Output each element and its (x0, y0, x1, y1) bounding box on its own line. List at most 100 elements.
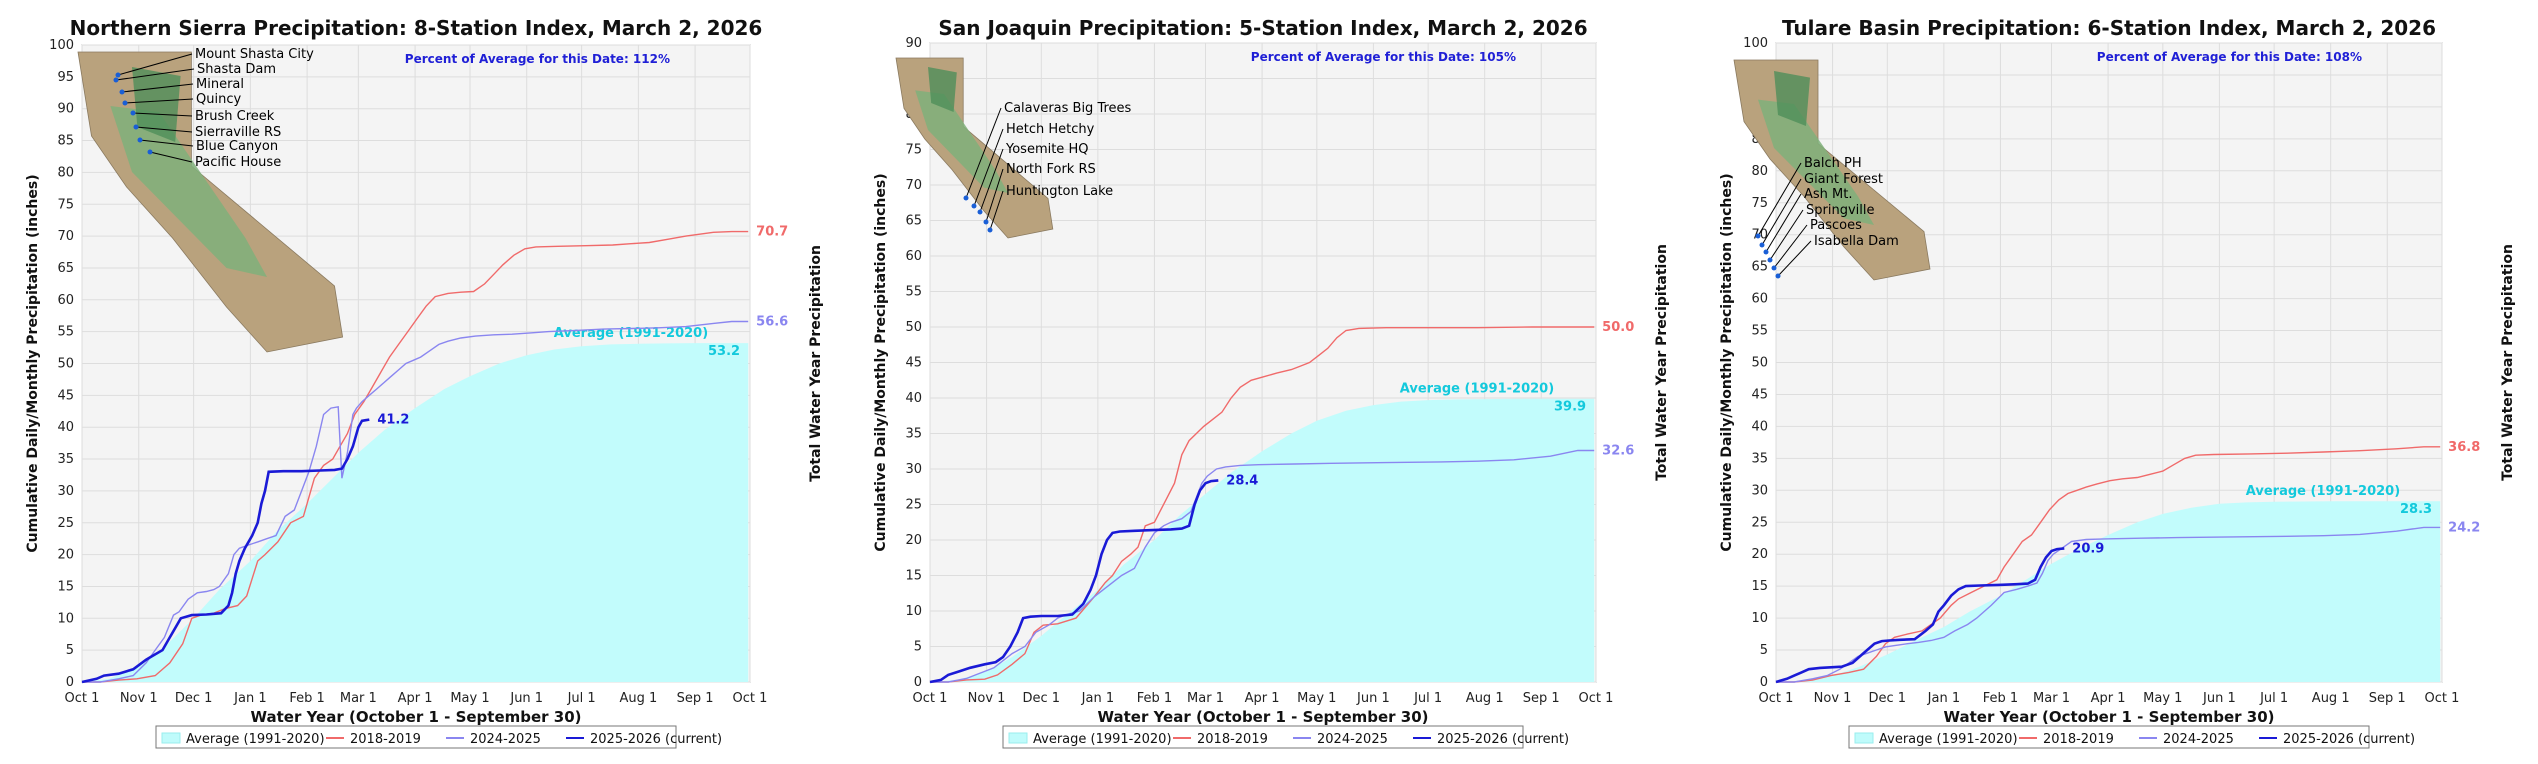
x-tick-label: Apr 1 (2091, 691, 2126, 706)
x-tick-label: Oct 1 (1579, 691, 1614, 706)
y-tick-label: 20 (57, 548, 74, 563)
right-axis-label: Total Water Year Precipitation (1654, 244, 1670, 481)
y-tick-label: 15 (57, 579, 74, 594)
station-marker (1775, 273, 1781, 279)
station-label: Shasta Dam (197, 62, 276, 77)
station-label: Ash Mt. (1804, 187, 1852, 202)
california-map-inset (895, 57, 1054, 239)
y-tick-label: 80 (1751, 164, 1768, 179)
x-tick-label: Oct 1 (2425, 691, 2460, 706)
x-tick-label: Oct 1 (1759, 691, 1794, 706)
legend-label-wy2019: 2018-2019 (2043, 732, 2114, 747)
average-series-label: Average (1991-2020) (2246, 484, 2400, 499)
series-line-wy2025 (930, 449, 1595, 683)
series-area-average (1776, 501, 2441, 682)
x-tick-label: Jun 1 (2202, 691, 2236, 706)
x-tick-label: Dec 1 (175, 691, 213, 706)
y-tick-label: 30 (1751, 483, 1768, 498)
y-tick-label: 0 (66, 675, 74, 690)
station-marker (987, 227, 993, 233)
y-tick-label: 80 (57, 165, 74, 180)
y-tick-label: 25 (905, 498, 922, 513)
x-tick-label: May 1 (2143, 691, 2182, 706)
y-tick-label: 85 (57, 134, 74, 149)
end-value-label-wy2026: 28.4 (1226, 473, 1258, 488)
y-tick-label: 45 (905, 356, 922, 371)
series-area-average (930, 398, 1595, 682)
y-tick-label: 10 (57, 611, 74, 626)
station-marker (137, 137, 143, 143)
station-label: Mineral (196, 77, 244, 92)
central-valley-shape (110, 106, 268, 277)
series-line-wy2026 (81, 418, 370, 684)
northern-forest-shape (132, 67, 181, 142)
y-tick-label: 5 (66, 643, 74, 658)
station-leader-line (115, 68, 195, 81)
x-tick-label: Oct 1 (913, 691, 948, 706)
end-value-label-wy2026: 20.9 (2072, 541, 2104, 556)
legend-label-wy2019: 2018-2019 (1197, 732, 1268, 747)
chart-panel-san-joaquin: San Joaquin Precipitation: 5-Station Ind… (846, 0, 1692, 764)
station-marker (122, 100, 128, 106)
x-tick-label: Sep 1 (1523, 691, 1560, 706)
x-tick-label: Nov 1 (968, 691, 1006, 706)
y-tick-label: 45 (1751, 387, 1768, 402)
x-tick-label: Jul 1 (1413, 691, 1442, 706)
station-marker (1767, 257, 1773, 263)
station-marker (1755, 233, 1761, 239)
northern-forest-shape (928, 67, 957, 112)
legend-label-average: Average (1991-2020) (186, 732, 325, 747)
y-tick-label: 55 (1751, 324, 1768, 339)
central-valley-shape (1758, 99, 1874, 225)
y-tick-label: 55 (57, 325, 74, 340)
x-tick-label: Nov 1 (1814, 691, 1852, 706)
station-leader-line (124, 98, 194, 104)
y-tick-label: 95 (57, 70, 74, 85)
legend-label-wy2025: 2024-2025 (1317, 732, 1388, 747)
y-tick-label: 30 (57, 484, 74, 499)
x-tick-label: Feb 1 (1983, 691, 2018, 706)
y-axis-label: Cumulative Daily/Monthly Precipitation (… (873, 173, 889, 551)
legend-swatch-average (1854, 732, 1874, 744)
station-label: Brush Creek (195, 109, 275, 124)
legend-label-wy2025: 2024-2025 (2163, 732, 2234, 747)
x-tick-label: Jul 1 (2259, 691, 2288, 706)
california-map-inset (1733, 59, 1931, 281)
y-tick-label: 60 (1751, 292, 1768, 307)
station-label: Hetch Hetchy (1006, 122, 1095, 137)
chart-svg-san-joaquin: San Joaquin Precipitation: 5-Station Ind… (873, 16, 1670, 749)
y-tick-label: 40 (1751, 419, 1768, 434)
y-tick-label: 50 (905, 320, 922, 335)
x-tick-label: Dec 1 (1869, 691, 1907, 706)
x-tick-label: Jan 1 (1927, 691, 1960, 706)
y-tick-label: 0 (914, 675, 922, 690)
x-tick-label: Aug 1 (2312, 691, 2350, 706)
y-tick-label: 65 (57, 261, 74, 276)
station-marker (1771, 265, 1777, 271)
y-tick-label: 65 (1751, 260, 1768, 275)
legend-box (1002, 725, 1524, 749)
x-tick-label: Dec 1 (1023, 691, 1061, 706)
x-tick-label: Oct 1 (733, 691, 768, 706)
station-leader-line (1777, 240, 1812, 277)
station-marker (147, 149, 153, 155)
y-tick-label: 75 (1751, 196, 1768, 211)
average-series-label: Average (1991-2020) (1400, 382, 1554, 397)
percent-of-average-text: Percent of Average for this Date: 112% (405, 52, 670, 66)
x-tick-label: Feb 1 (1137, 691, 1172, 706)
series-line-wy2026 (929, 479, 1219, 684)
end-value-label-average: 53.2 (708, 344, 740, 359)
station-label: Yosemite HQ (1005, 142, 1088, 157)
station-label: North Fork RS (1006, 162, 1096, 177)
station-label: Giant Forest (1804, 172, 1883, 187)
station-leader-line (1761, 178, 1802, 246)
y-tick-label: 25 (57, 516, 74, 531)
station-marker (963, 195, 969, 201)
chart-title: San Joaquin Precipitation: 5-Station Ind… (938, 16, 1587, 40)
station-label: Mount Shasta City (195, 47, 314, 62)
x-tick-label: Aug 1 (619, 691, 657, 706)
legend-label-wy2026: 2025-2026 (current) (590, 732, 722, 747)
x-tick-label: Apr 1 (398, 691, 433, 706)
station-marker (133, 124, 139, 130)
station-leader-line (985, 168, 1004, 223)
